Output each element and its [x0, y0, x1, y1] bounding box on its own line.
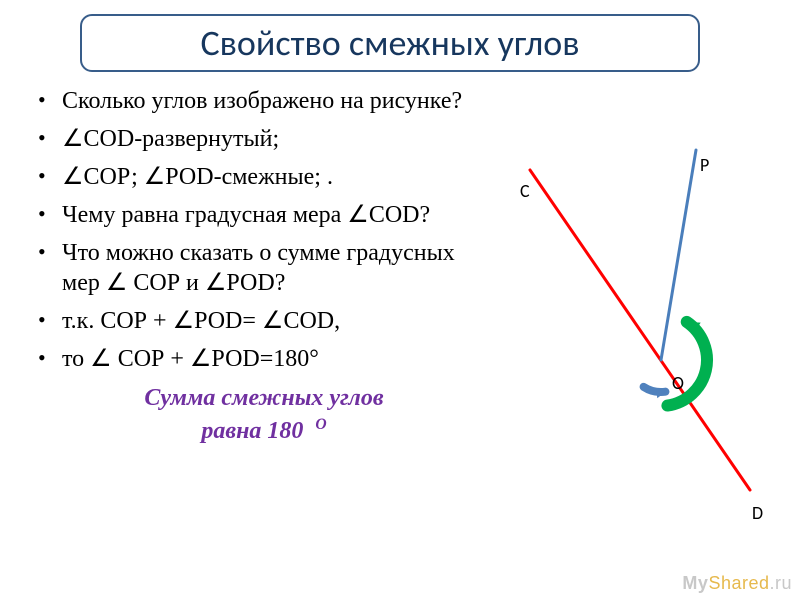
angle-diagram: C P O D: [500, 140, 780, 520]
watermark-ru: .ru: [769, 573, 792, 593]
list-item: ∠СОР; ∠РОD-смежные; .: [34, 162, 494, 192]
content-area: Сколько углов изображено на рисунке? ∠СО…: [34, 86, 494, 448]
list-item: Сколько углов изображено на рисунке?: [34, 86, 494, 116]
watermark: MyShared.ru: [682, 573, 792, 594]
list-item: т.к. СОР + ∠РОD= ∠СОD,: [34, 306, 494, 336]
title-box: Свойство смежных углов: [80, 14, 700, 72]
watermark-my: My: [682, 573, 708, 593]
list-item: Чему равна градусная мера ∠СОD?: [34, 200, 494, 230]
label-O: O: [672, 372, 684, 394]
title-text: Свойство смежных углов: [200, 21, 579, 65]
diagram-svg: [500, 140, 780, 520]
list-item: Что можно сказать о сумме градусных мер …: [34, 238, 494, 298]
list-item: ∠СОD-развернутый;: [34, 124, 494, 154]
conclusion: Сумма смежных углов равна 180 О: [34, 382, 494, 448]
label-C: C: [520, 180, 530, 202]
label-P: P: [700, 154, 709, 176]
watermark-shared: Shared: [708, 573, 769, 593]
conclusion-line1: Сумма смежных углов: [34, 382, 494, 414]
label-D: D: [752, 502, 763, 524]
bullet-list: Сколько углов изображено на рисунке? ∠СО…: [34, 86, 494, 374]
list-item: то ∠ СОР + ∠РОD=180°: [34, 344, 494, 374]
conclusion-line2: равна 180 О: [34, 414, 494, 447]
